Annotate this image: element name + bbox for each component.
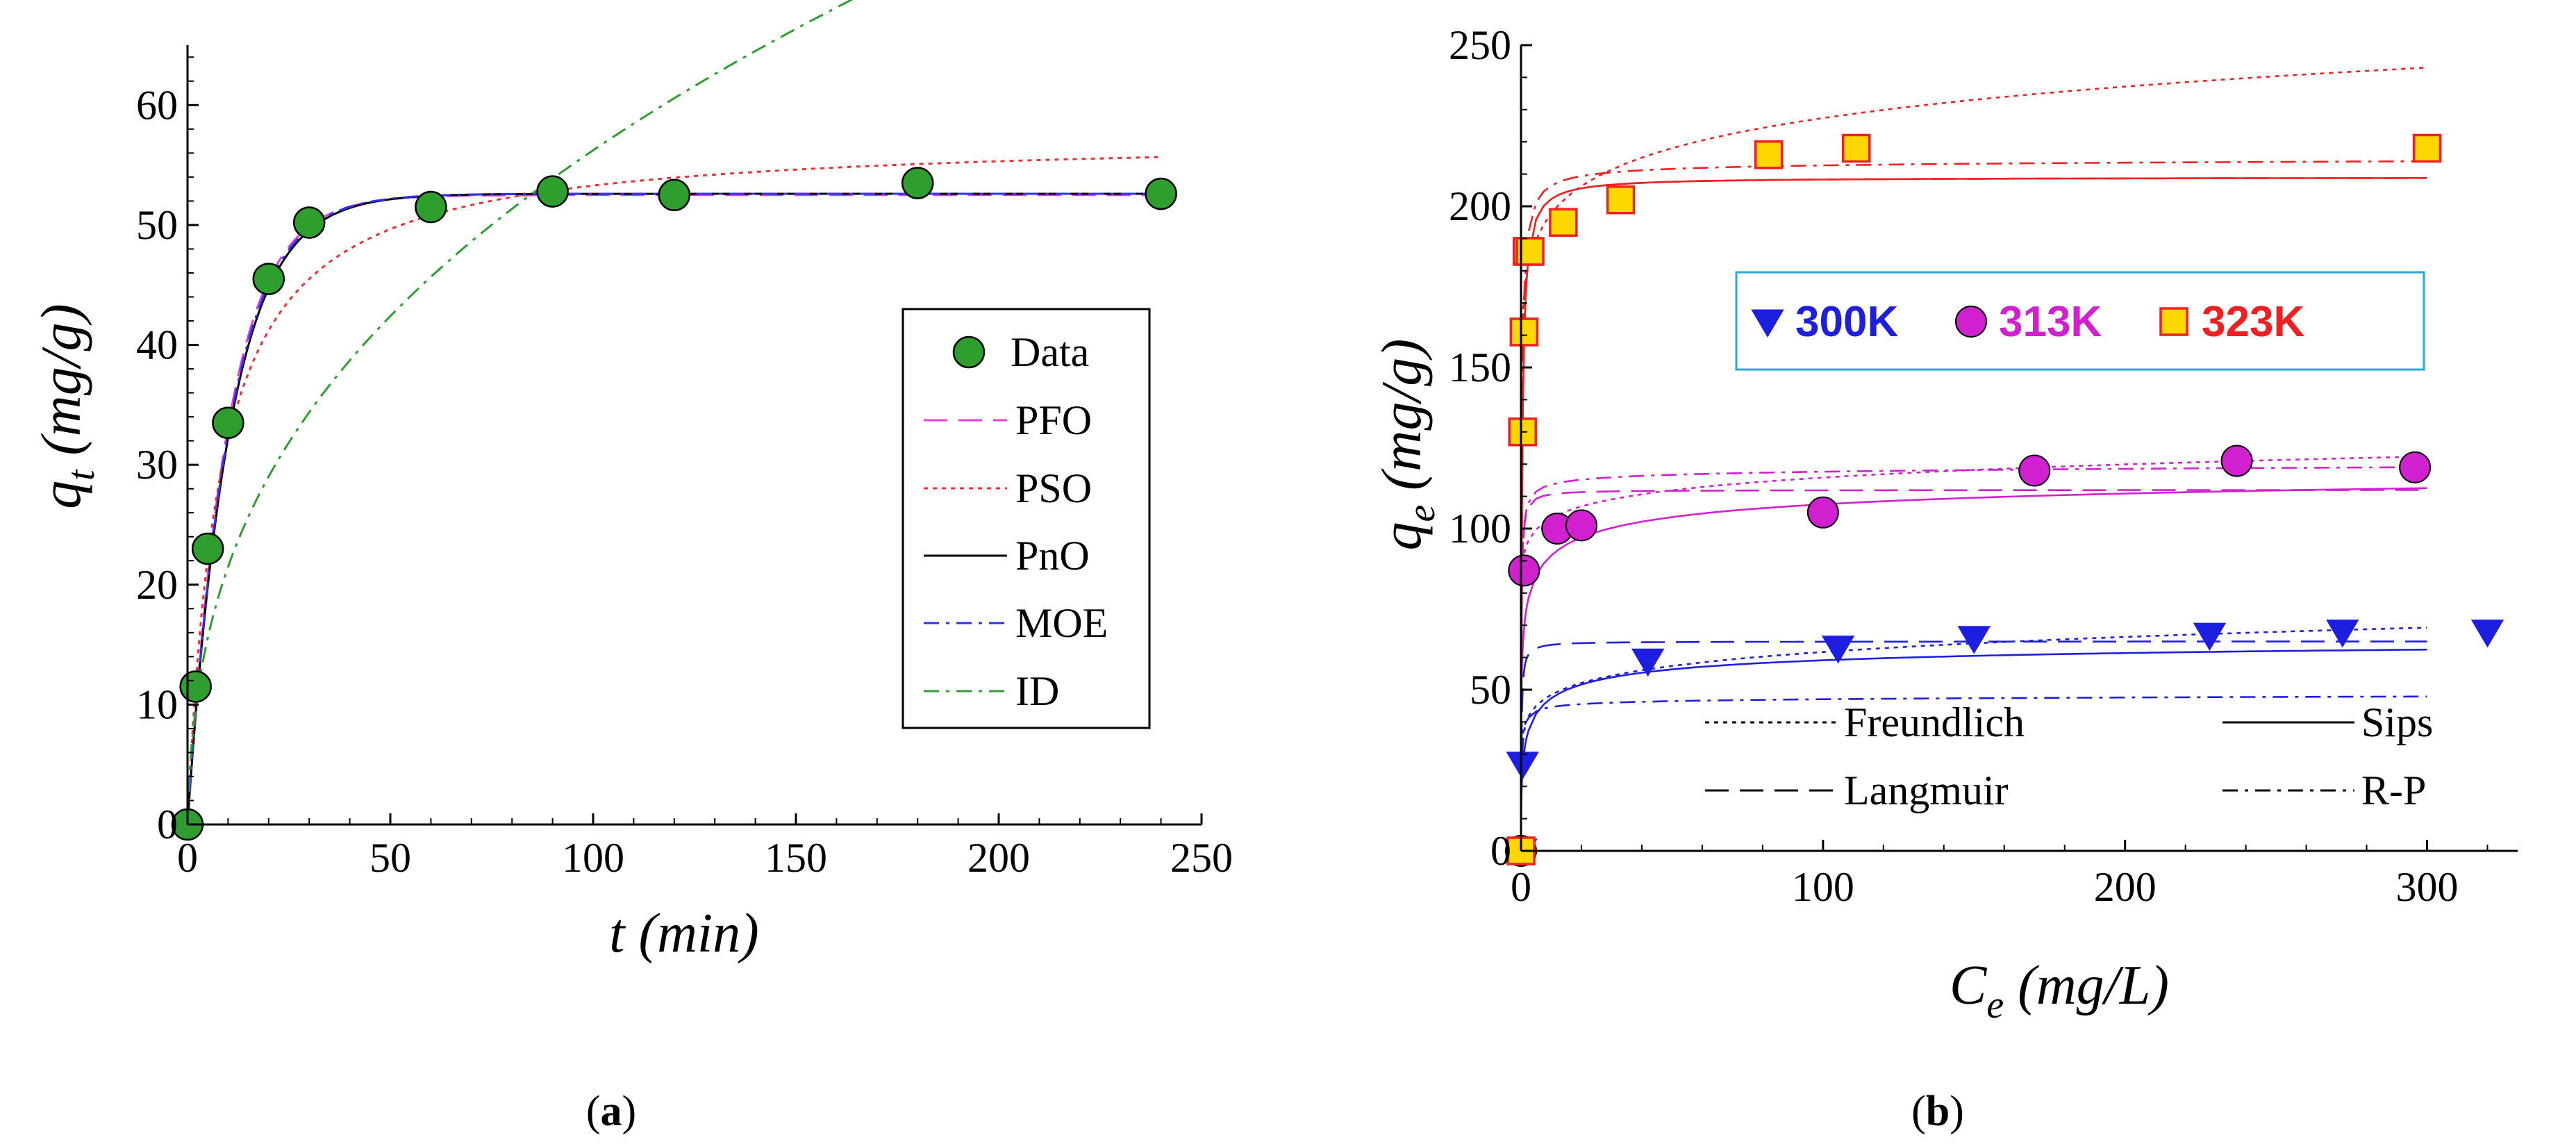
- chart-b-x-tick-label: 200: [2094, 864, 2157, 910]
- chart-b-point-300k: [2470, 619, 2504, 648]
- chart-b-y-axis-title: qe (mg/g): [1370, 339, 1443, 551]
- chart-b-y-tick-label: 0: [1490, 828, 1511, 874]
- chart-b-legend-style-label-r-p: R-P: [2361, 768, 2426, 813]
- chart-b-y-tick-label: 250: [1449, 22, 1511, 68]
- chart-a-data-point: [1145, 177, 1177, 210]
- chart-a-curve-id: [186, 0, 854, 825]
- chart-b-legend-style-label-langmuir: Langmuir: [1844, 768, 2009, 813]
- chart-a-x-axis-title: t (min): [609, 903, 759, 964]
- chart-b-point-313k: [2399, 451, 2432, 483]
- chart-a-x-tick-label: 0: [177, 835, 198, 881]
- chart-b-data-points: [1504, 133, 2504, 867]
- chart-b-point-313k: [2018, 454, 2051, 487]
- chart-b-series-legend-box: [1735, 271, 2425, 371]
- chart-a-x-tick-label: 250: [1170, 835, 1233, 881]
- chart-b-fit-323k-r-p: [1520, 160, 2427, 852]
- chart-b-y-tick-label: 150: [1449, 345, 1511, 390]
- chart-a-data-point: [212, 406, 244, 439]
- chart-a-legend: Data PFO PSO PnO MOE ID: [901, 308, 1151, 729]
- panel-a-label: (a): [586, 1088, 636, 1135]
- chart-b-fit-300k-r-p: [1520, 695, 2427, 852]
- chart-a-y-tick-label: 20: [136, 562, 178, 608]
- chart-b-legend-style-label-sips: Sips: [2361, 699, 2433, 745]
- chart-b-fit-300k-freundlich: [1520, 627, 2427, 852]
- chart-b-point-313k: [2220, 445, 2253, 477]
- chart-a-y-tick-label: 50: [136, 202, 178, 248]
- chart-a-x-tick-label: 100: [562, 835, 624, 881]
- chart-b-point-323k: [1754, 140, 1784, 169]
- chart-a-legend-label-moe: MOE: [1015, 600, 1108, 646]
- chart-a-y-tick-label: 10: [136, 681, 178, 727]
- chart-b-legend-label-313k: 313K: [1999, 298, 2102, 346]
- chart-b-axes: [1520, 45, 2518, 852]
- chart-a-data-point: [658, 179, 691, 212]
- chart-a-data-point: [415, 190, 447, 224]
- chart-a-y-tick-label: 60: [136, 82, 178, 128]
- chart-a-legend-label-pso: PSO: [1015, 465, 1092, 511]
- chart-a-data-point: [536, 175, 569, 208]
- chart-b-point-300k: [1631, 648, 1665, 677]
- chart-a-x-tick-label: 200: [967, 835, 1030, 881]
- chart-panel-a: 0 50 100 150 200 250 0 10 20 30 40 50 60 t (min) qt …: [29, 0, 1233, 1135]
- chart-b-point-300k: [1957, 626, 1991, 654]
- chart-b-x-tick-label: 100: [1792, 864, 1854, 910]
- chart-b-point-313k: [1806, 496, 1839, 529]
- chart-a-data-point: [252, 263, 285, 295]
- chart-b-series-legend: 300K 313K 323K: [1735, 271, 2425, 371]
- chart-b-y-tick-label: 200: [1449, 183, 1511, 229]
- chart-b-fit-323k-sips: [1520, 177, 2427, 852]
- chart-b-point-313k: [1565, 509, 1597, 542]
- chart-b-point-313k: [1508, 554, 1540, 587]
- chart-a-data-point: [179, 670, 212, 703]
- chart-b-legend-marker-323k: [2159, 307, 2188, 336]
- chart-a-y-tick-label: 30: [136, 442, 178, 488]
- chart-b-legend-label-323k: 323K: [2202, 298, 2304, 346]
- chart-a-legend-label-pno: PnO: [1015, 533, 1090, 579]
- chart-a-y-tick-label: 0: [157, 802, 178, 847]
- chart-b-y-tick-label: 50: [1470, 667, 1511, 713]
- chart-b-model-legend: Freundlich Sips Langmuir R-P: [1705, 699, 2433, 813]
- chart-b-point-300k: [1821, 636, 1855, 664]
- chart-a-legend-label-pfo: PFO: [1015, 397, 1092, 443]
- chart-b-fit-300k-sips: [1520, 648, 2427, 852]
- chart-a-data-point: [191, 532, 224, 565]
- panel-b-label: (b): [1911, 1088, 1964, 1135]
- chart-b-x-tick-label: 300: [2396, 864, 2459, 910]
- chart-b-point-323k: [1606, 185, 1636, 215]
- chart-b-point-323k: [1549, 208, 1578, 237]
- chart-b-ticks: 0 100 200 300 0 50 100 150 200 250: [1449, 22, 2488, 910]
- chart-b-x-axis-title: Ce (mg/L): [1950, 955, 2169, 1027]
- chart-b-point-300k: [1506, 752, 1539, 780]
- chart-b-y-tick-label: 100: [1449, 506, 1511, 552]
- chart-a-legend-label-id: ID: [1015, 668, 1059, 714]
- chart-a-x-tick-label: 150: [765, 835, 827, 881]
- chart-b-legend-marker-300k: [1751, 309, 1784, 338]
- chart-a-data-point: [292, 206, 326, 239]
- chart-b-point-300k: [2193, 622, 2227, 651]
- chart-b-legend-marker-313k: [1955, 306, 1987, 338]
- chart-b-fit-300k-langmuir: [1520, 640, 2427, 852]
- chart-b-x-tick-label: 0: [1511, 864, 1531, 910]
- chart-a-axes: [186, 45, 1202, 826]
- chart-b-legend-style-label-freundlich: Freundlich: [1844, 699, 2025, 745]
- chart-b-point-323k: [1509, 317, 1539, 347]
- chart-b-point-323k: [1841, 133, 1871, 163]
- chart-a-legend-marker-data: [952, 335, 986, 369]
- chart-a-x-tick-label: 50: [369, 835, 411, 881]
- chart-panel-b: 0 100 200 300 0 50 100 150 200 250 Ce (mg/L) qe (…: [1370, 22, 2518, 1135]
- chart-a-y-axis-title: qt (mg/g): [29, 304, 103, 509]
- chart-a-legend-label-data: Data: [1011, 329, 1089, 375]
- chart-a-y-tick-label: 40: [136, 322, 178, 368]
- chart-b-point-323k: [2412, 133, 2442, 163]
- chart-b-point-300k: [2326, 619, 2359, 648]
- chart-a-ticks: 0 50 100 150 200 250 0 10 20 30 40 50 60: [136, 56, 1233, 881]
- chart-b-legend-label-300k: 300K: [1795, 298, 1898, 346]
- chart-a-data-points: [171, 167, 1177, 841]
- chart-a-data-point: [901, 167, 934, 199]
- chart-a-legend-box: [901, 308, 1151, 729]
